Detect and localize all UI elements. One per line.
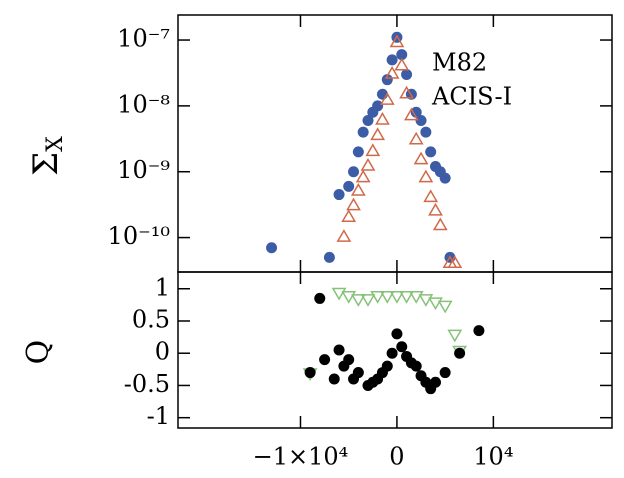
y-axis-label: Q <box>21 340 56 365</box>
plot-frame <box>177 271 613 429</box>
data-point <box>408 131 424 145</box>
data-point <box>394 57 410 71</box>
data-point <box>372 100 384 112</box>
data-point <box>333 189 345 201</box>
data-point <box>365 143 381 157</box>
y-tick-label: 0 <box>155 338 170 366</box>
y-axis-label: ΣX <box>26 136 68 176</box>
data-point <box>447 329 463 343</box>
data-point <box>370 290 386 304</box>
x-tick-label: −1×10⁴ <box>253 443 349 471</box>
data-point <box>386 347 398 359</box>
data-point <box>323 251 335 263</box>
y-label-subscript: X <box>43 136 68 152</box>
data-point <box>379 290 395 304</box>
data-point <box>341 290 357 304</box>
data-point <box>331 287 347 301</box>
y-tick-label: -0.5 <box>124 370 170 398</box>
data-point <box>410 360 422 372</box>
data-point <box>399 290 414 304</box>
data-point <box>304 367 316 379</box>
data-point <box>439 367 451 379</box>
y-tick-label: -1 <box>147 402 170 430</box>
data-point <box>408 290 424 304</box>
data-point <box>379 92 395 105</box>
data-point <box>389 290 405 304</box>
annotation: ACIS-I <box>431 83 512 111</box>
data-point <box>396 341 408 353</box>
y-tick-label: 1 <box>155 273 170 301</box>
data-point <box>396 49 408 61</box>
y-tick-label: 10⁻⁷ <box>117 25 170 53</box>
data-point <box>336 229 352 242</box>
data-point <box>381 74 393 86</box>
data-point <box>360 294 376 307</box>
data-point <box>389 34 405 48</box>
data-point <box>401 68 413 80</box>
data-point <box>343 354 355 366</box>
data-point <box>404 107 419 121</box>
data-point <box>413 151 429 165</box>
data-point <box>381 360 393 372</box>
data-point <box>350 294 366 307</box>
data-point <box>428 202 443 216</box>
data-point <box>341 209 357 222</box>
data-point <box>375 111 390 125</box>
data-point <box>362 114 374 126</box>
x-tick-label: 0 <box>389 443 404 471</box>
y-tick-label: 0.5 <box>132 305 170 333</box>
data-point <box>437 300 453 314</box>
data-point <box>432 217 448 231</box>
data-point <box>355 169 371 183</box>
data-point <box>399 85 414 99</box>
data-point <box>357 126 369 138</box>
x-tick-label: 10⁴ <box>473 443 513 471</box>
data-point <box>420 126 432 138</box>
data-point <box>352 367 364 379</box>
annotation: M82 <box>432 49 487 77</box>
y-label-main: Σ <box>26 152 66 176</box>
data-point <box>319 354 331 366</box>
data-point <box>473 325 485 337</box>
data-point <box>425 146 437 158</box>
data-point <box>439 172 451 184</box>
data-point <box>352 146 364 158</box>
data-point <box>447 255 463 269</box>
data-point <box>454 347 466 359</box>
data-point <box>346 197 361 211</box>
data-point <box>386 54 398 66</box>
data-point <box>266 242 278 254</box>
data-point <box>410 106 422 118</box>
data-point <box>348 166 360 178</box>
y-tick-label: 10⁻⁸ <box>117 90 170 118</box>
y-tick-label: 10⁻¹⁰ <box>108 222 170 250</box>
data-point <box>415 114 427 126</box>
data-point <box>333 344 345 356</box>
data-point <box>391 328 403 340</box>
data-point <box>343 180 355 192</box>
data-point <box>350 183 366 196</box>
data-point <box>430 376 442 388</box>
data-point <box>423 189 439 203</box>
y-tick-label: 10⁻⁹ <box>117 156 170 184</box>
plot-frame <box>177 14 613 273</box>
data-point <box>360 158 376 171</box>
data-point <box>370 127 386 141</box>
data-point <box>314 292 326 304</box>
data-point <box>328 373 340 385</box>
data-point <box>428 297 443 311</box>
data-point <box>418 294 434 307</box>
data-point <box>384 65 400 79</box>
data-point <box>418 169 434 183</box>
